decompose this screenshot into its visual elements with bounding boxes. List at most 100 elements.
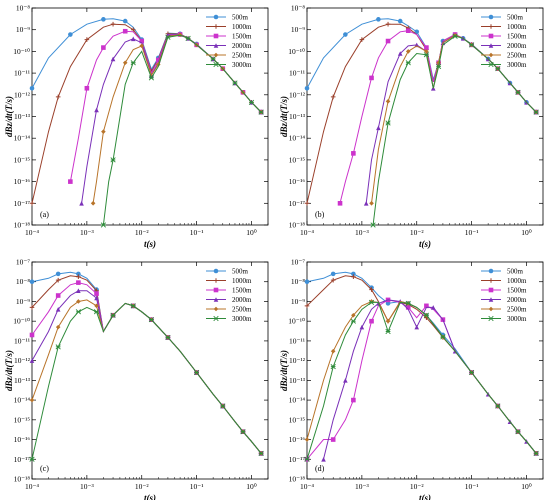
data-point [414, 324, 420, 330]
data-point [258, 109, 264, 115]
legend-label: 500m [507, 14, 524, 22]
series-2500m [29, 299, 264, 456]
data-point [533, 109, 539, 115]
data-point [405, 49, 411, 54]
series-line [306, 299, 537, 460]
y-tick-label: 10⁻¹⁷ [289, 455, 306, 464]
legend-marker [213, 306, 219, 312]
y-tick-label: 10⁻¹¹ [14, 336, 30, 345]
data-point [533, 450, 539, 456]
legend-marker [488, 14, 494, 20]
data-point [148, 75, 155, 81]
legend-label: 3000m [507, 315, 527, 323]
data-point [343, 32, 348, 37]
data-point [122, 60, 128, 66]
data-point [495, 403, 501, 409]
series-1500m [304, 297, 539, 462]
x-tick-label: 10⁻² [410, 482, 424, 491]
legend-label: 2500m [232, 306, 252, 314]
data-point [76, 288, 81, 294]
y-tick-label: 10⁻¹⁶ [289, 177, 306, 186]
y-tick-label: 10⁻¹⁷ [14, 455, 31, 464]
data-point [29, 201, 35, 206]
data-point [68, 179, 73, 184]
data-point [84, 85, 90, 91]
y-axis-label: dBz/dt(T/s) [279, 96, 289, 137]
data-point [468, 42, 475, 48]
data-point [76, 280, 81, 285]
legend-marker [213, 297, 219, 302]
y-tick-label: 10⁻¹⁷ [14, 199, 31, 208]
y-tick-label: 10⁻¹⁷ [289, 199, 306, 208]
data-point [68, 32, 73, 37]
data-point [343, 378, 348, 383]
y-tick-label: 10⁻¹² [289, 356, 306, 365]
data-point [304, 437, 310, 442]
x-tick-label: 10⁻³ [355, 228, 369, 237]
series-line [372, 35, 537, 226]
legend-marker [213, 43, 219, 48]
panel-d: 10⁻¹⁸ 10⁻¹⁷ 10⁻¹⁶ 10⁻¹⁵ 10⁻¹⁴ 10⁻¹³ 10⁻¹² 10⁻¹¹… [279, 258, 544, 500]
legend-marker [213, 33, 219, 39]
data-point [29, 456, 35, 462]
data-point [321, 456, 326, 462]
x-tick-label: 10⁻¹ [190, 228, 204, 237]
series-line [306, 23, 537, 204]
legend-marker [488, 24, 494, 29]
data-point [452, 33, 458, 39]
y-tick-label: 10⁻⁸ [16, 4, 30, 13]
legend-marker [213, 52, 219, 58]
legend-marker [213, 24, 219, 29]
data-point [258, 450, 264, 456]
legend-marker [488, 52, 494, 58]
legend-label: 2000m [507, 42, 527, 50]
y-tick-label: 10⁻¹¹ [14, 69, 30, 78]
data-point [220, 403, 226, 409]
series-line [306, 300, 537, 454]
data-point [452, 33, 458, 38]
y-tick-label: 10⁻⁷ [291, 258, 305, 267]
x-tick-label: 10⁻¹ [465, 482, 479, 491]
x-tick-label: 10⁻⁴ [25, 482, 39, 491]
y-tick-label: 10⁻¹⁵ [14, 415, 31, 424]
series-line [31, 282, 262, 454]
data-point [397, 18, 403, 24]
data-point [424, 45, 429, 50]
y-tick-label: 10⁻¹⁴ [14, 134, 31, 143]
series-1500m [29, 280, 264, 456]
series-500m [29, 271, 264, 456]
data-point [29, 279, 35, 285]
panel-tag: (c) [40, 464, 49, 473]
data-point [405, 28, 411, 33]
y-tick-label: 10⁻¹⁰ [13, 47, 30, 56]
legend-label: 2500m [507, 52, 527, 60]
data-point [369, 201, 374, 206]
y-tick-label: 10⁻⁸ [291, 277, 305, 286]
data-point [101, 129, 106, 134]
data-point [330, 94, 336, 100]
x-tick-label: 10⁻³ [80, 482, 94, 491]
y-tick-label: 10⁻¹⁰ [13, 317, 30, 326]
data-point [122, 18, 128, 24]
legend-label: 1000m [232, 277, 252, 285]
plot-frame [306, 261, 544, 480]
y-tick-label: 10⁻⁹ [16, 297, 30, 306]
y-axis-label: dBz/dt(T/s) [4, 96, 14, 137]
series-1000m [304, 21, 539, 206]
data-point [94, 107, 99, 113]
legend-marker [213, 61, 219, 68]
series-line [31, 299, 262, 454]
data-point [139, 43, 145, 49]
data-point [304, 85, 310, 91]
series-3000m [370, 33, 539, 228]
data-point [193, 369, 200, 376]
data-point [351, 271, 356, 277]
x-axis-label: t(s) [419, 239, 431, 249]
data-point [515, 429, 521, 435]
data-point [351, 397, 356, 403]
data-point [359, 324, 365, 330]
data-point [29, 305, 35, 310]
data-point [165, 34, 171, 40]
